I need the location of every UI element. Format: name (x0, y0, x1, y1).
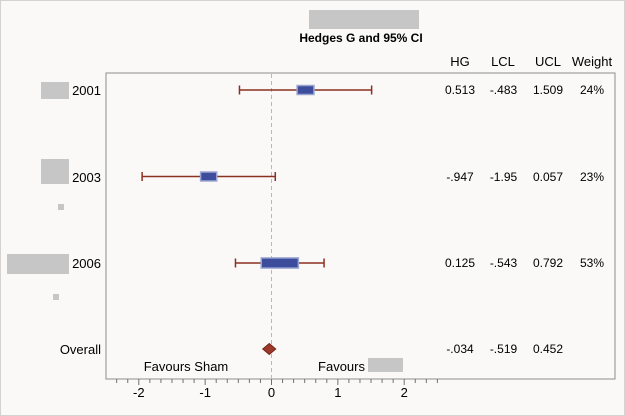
stat-value: 1.509 (532, 83, 564, 97)
stat-value: -.947 (446, 169, 474, 184)
stat-value: 53% (579, 256, 605, 270)
stat-value: 0.792 (532, 256, 564, 270)
x-axis-tick-label: 0 (267, 385, 276, 400)
x-axis-tick-label: 2 (400, 385, 408, 400)
x-axis-tick-label: -1 (199, 385, 211, 400)
redacted-note-2003 (58, 204, 64, 210)
redacted-study-2003 (41, 159, 69, 184)
stat-value: 24% (579, 83, 605, 97)
overall-diamond-marker (261, 342, 277, 356)
effect-size-marker (199, 171, 218, 182)
redacted-study-2001 (41, 82, 69, 99)
overall-stat-value: 0.452 (532, 342, 564, 356)
column-header-weight: Weight (571, 54, 613, 69)
overall-stat-value: -.519 (489, 342, 518, 356)
stat-value: -.543 (489, 256, 518, 270)
x-axis-tick-label: -2 (133, 385, 145, 400)
overall-stat-value: -.034 (446, 342, 474, 356)
redacted-study-2006 (7, 254, 69, 274)
stat-value: -.483 (489, 83, 518, 97)
column-header-hg: HG (450, 54, 470, 69)
x-axis-tick-label: 1 (334, 385, 342, 400)
study-label: 2006 (72, 256, 101, 271)
favours-right-label: Favours (318, 359, 365, 374)
plot-box (105, 72, 616, 380)
overall-label: Overall (59, 342, 101, 357)
redacted-note-2006 (53, 294, 59, 300)
redacted-favours-right (368, 358, 403, 372)
study-label: 2001 (72, 83, 101, 98)
stat-value: 0.513 (444, 83, 476, 97)
stat-value: -1.95 (489, 169, 518, 184)
stat-value: 0.057 (532, 169, 564, 184)
study-label: 2003 (72, 169, 101, 185)
chart-title: Hedges G and 95% CI (299, 31, 423, 45)
stat-value: 23% (579, 169, 605, 184)
redacted-header-box (309, 10, 419, 29)
favours-left-label: Favours Sham (143, 359, 229, 374)
column-header-lcl: LCL (491, 54, 515, 69)
effect-size-marker (296, 84, 315, 96)
column-header-ucl: UCL (534, 54, 561, 69)
effect-size-marker (260, 257, 300, 269)
stat-value: 0.125 (444, 256, 476, 270)
